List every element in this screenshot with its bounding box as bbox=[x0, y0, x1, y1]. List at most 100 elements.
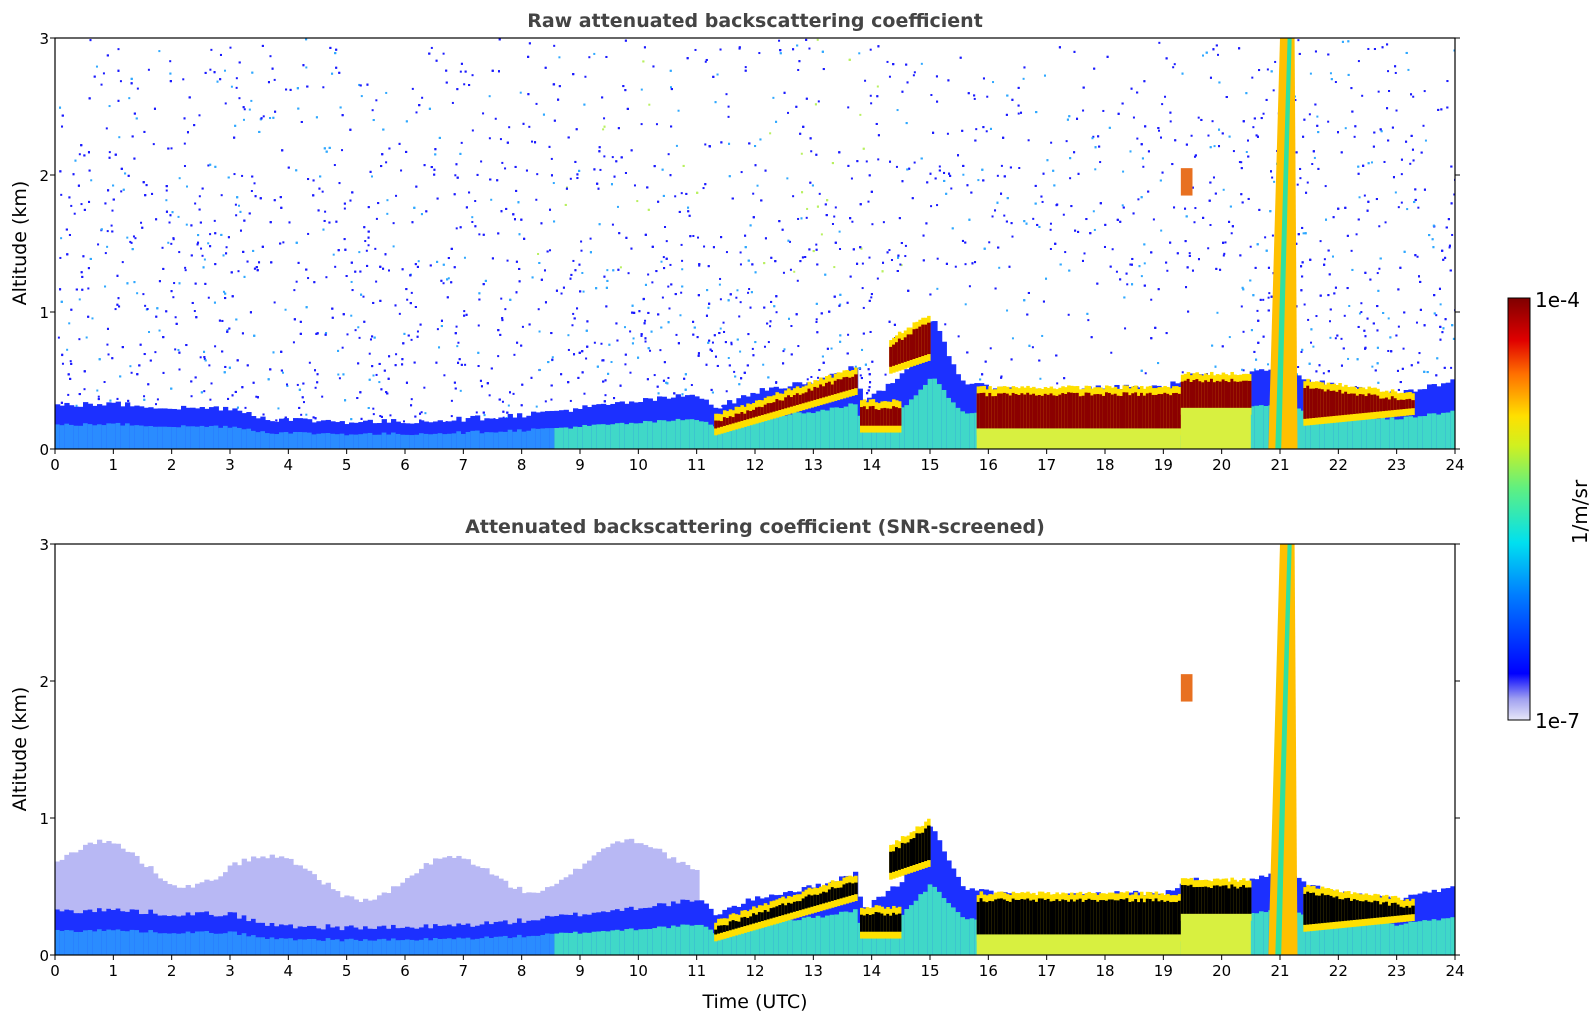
noise-pixel bbox=[957, 154, 960, 157]
noise-pixel bbox=[698, 264, 701, 267]
noise-pixel bbox=[300, 413, 303, 416]
noise-pixel bbox=[815, 153, 818, 156]
noise-pixel bbox=[583, 392, 586, 395]
noise-pixel bbox=[867, 368, 870, 371]
boundary-layer-core bbox=[951, 402, 957, 449]
noise-pixel bbox=[1350, 249, 1353, 252]
noise-pixel bbox=[1376, 329, 1379, 332]
noise-pixel bbox=[233, 173, 236, 176]
noise-pixel bbox=[405, 120, 408, 123]
noise-pixel bbox=[423, 164, 426, 167]
noise-pixel bbox=[871, 360, 874, 363]
noise-pixel bbox=[538, 368, 541, 371]
noise-pixel bbox=[1364, 347, 1367, 350]
boundary-layer-core bbox=[923, 384, 929, 449]
noise-pixel bbox=[474, 225, 477, 228]
noise-pixel bbox=[77, 184, 80, 187]
noise-pixel bbox=[106, 343, 109, 346]
noise-pixel bbox=[371, 335, 374, 338]
noise-pixel bbox=[482, 283, 485, 286]
noise-pixel bbox=[822, 361, 825, 364]
noise-pixel bbox=[1367, 200, 1370, 203]
noise-pixel bbox=[690, 384, 693, 387]
noise-pixel bbox=[989, 347, 992, 350]
boundary-layer-core bbox=[596, 424, 602, 449]
noise-pixel bbox=[78, 338, 81, 341]
noise-pixel bbox=[1274, 60, 1277, 63]
noise-pixel bbox=[151, 192, 154, 195]
noise-pixel bbox=[148, 331, 151, 334]
noise-pixel bbox=[1049, 228, 1052, 231]
noise-pixel bbox=[459, 389, 462, 392]
noise-pixel bbox=[652, 65, 655, 68]
noise-pixel bbox=[120, 190, 123, 193]
noise-pixel bbox=[603, 400, 606, 403]
noise-pixel bbox=[1376, 272, 1379, 275]
noise-pixel bbox=[344, 248, 347, 251]
noise-pixel bbox=[649, 349, 652, 352]
noise-pixel bbox=[596, 182, 599, 185]
noise-pixel bbox=[1121, 204, 1124, 207]
noise-pixel bbox=[586, 345, 589, 348]
noise-pixel bbox=[1159, 179, 1162, 182]
noise-pixel bbox=[305, 268, 308, 271]
noise-pixel bbox=[660, 260, 663, 263]
noise-pixel bbox=[375, 280, 378, 283]
noise-pixel bbox=[1264, 236, 1267, 239]
noise-pixel bbox=[375, 217, 378, 220]
noise-pixel bbox=[87, 287, 90, 290]
noise-pixel bbox=[1372, 322, 1375, 325]
noise-pixel bbox=[416, 330, 419, 333]
noise-pixel bbox=[1401, 367, 1404, 370]
noise-pixel bbox=[565, 187, 568, 190]
noise-pixel bbox=[236, 359, 239, 362]
noise-pixel bbox=[1453, 193, 1455, 196]
noise-pixel bbox=[143, 130, 146, 133]
noise-pixel bbox=[1193, 155, 1196, 158]
noise-pixel bbox=[535, 102, 538, 105]
noise-pixel bbox=[862, 332, 865, 335]
noise-pixel bbox=[517, 201, 520, 204]
noise-pixel bbox=[106, 327, 109, 330]
noise-pixel bbox=[1224, 241, 1227, 244]
noise-pixel bbox=[162, 336, 165, 339]
noise-pixel bbox=[196, 243, 199, 246]
noise-pixel bbox=[88, 200, 91, 203]
boundary-layer-core bbox=[241, 429, 247, 449]
noise-pixel bbox=[1328, 273, 1331, 276]
boundary-layer-core bbox=[671, 420, 677, 449]
noise-pixel bbox=[707, 341, 710, 344]
boundary-layer-core bbox=[349, 434, 355, 449]
boundary-layer-core bbox=[820, 409, 826, 449]
noise-pixel bbox=[241, 386, 244, 389]
noise-pixel bbox=[1442, 258, 1445, 261]
noise-pixel bbox=[1130, 263, 1133, 266]
noise-pixel bbox=[343, 202, 346, 205]
noise-pixel bbox=[1441, 249, 1444, 252]
boundary-layer-core bbox=[918, 389, 924, 449]
noise-pixel bbox=[500, 210, 503, 213]
noise-pixel bbox=[1403, 250, 1406, 253]
noise-pixel bbox=[358, 336, 361, 339]
noise-pixel bbox=[653, 165, 656, 168]
noise-pixel bbox=[235, 86, 238, 89]
noise-pixel bbox=[985, 130, 988, 133]
noise-pixel bbox=[870, 293, 873, 296]
noise-pixel bbox=[471, 129, 474, 132]
noise-pixel bbox=[1161, 103, 1164, 106]
noise-pixel bbox=[598, 223, 601, 226]
noise-pixel bbox=[1273, 180, 1276, 183]
noise-pixel bbox=[501, 400, 504, 403]
boundary-layer-core bbox=[549, 428, 555, 449]
noise-pixel bbox=[401, 358, 404, 361]
boundary-layer-core bbox=[713, 426, 719, 449]
noise-pixel bbox=[1379, 128, 1382, 131]
boundary-layer-core bbox=[470, 430, 476, 449]
noise-pixel bbox=[1346, 234, 1349, 237]
noise-pixel bbox=[1077, 172, 1080, 175]
noise-pixel bbox=[372, 374, 375, 377]
noise-pixel bbox=[1038, 225, 1041, 228]
noise-pixel bbox=[169, 60, 172, 63]
boundary-layer-core bbox=[526, 430, 532, 449]
noise-pixel bbox=[605, 286, 608, 289]
